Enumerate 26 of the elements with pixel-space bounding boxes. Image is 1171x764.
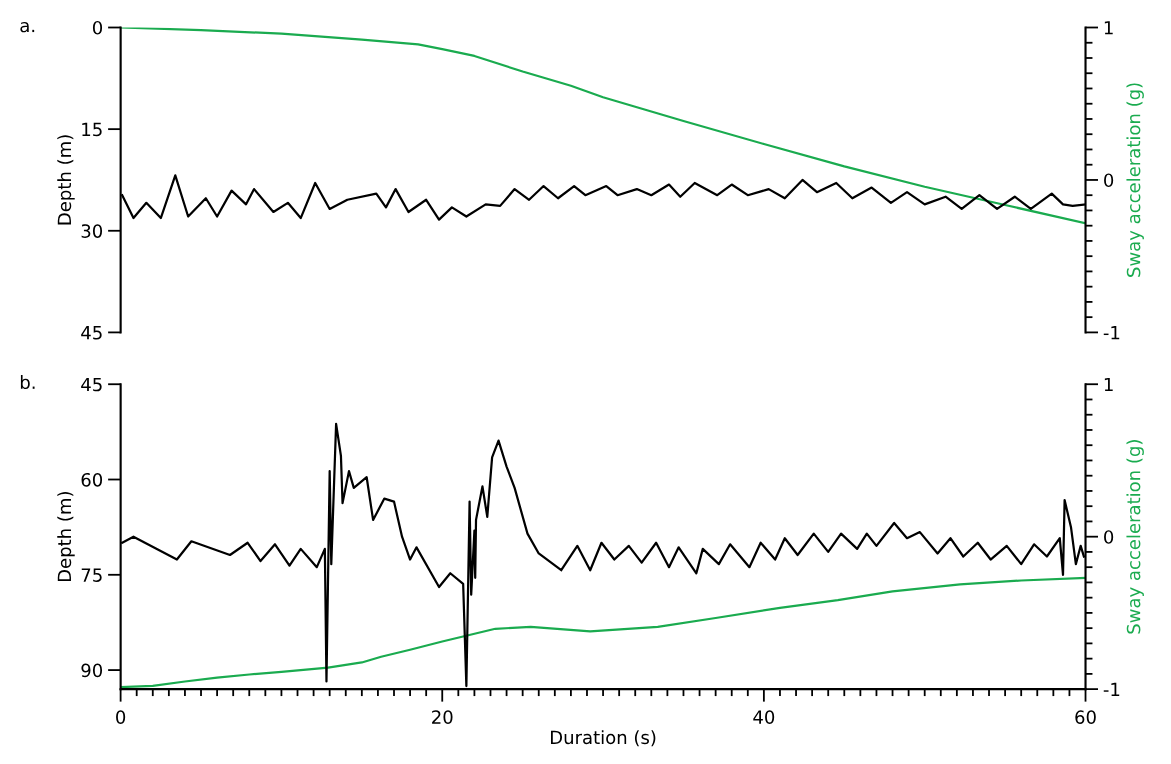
y2-tick-label: -1: [1103, 682, 1120, 696]
y2-tick-label: -1: [1103, 326, 1120, 340]
y-axis-title: Depth (m): [57, 135, 75, 225]
y-tick-label: 30: [81, 224, 103, 238]
y-tick-label: 45: [81, 377, 102, 392]
y2-tick-label: 1: [1104, 21, 1113, 35]
x-tick-label: 20: [432, 710, 453, 724]
x-axis-title: Duration (s): [551, 730, 656, 747]
y-tick-label: 45: [81, 326, 102, 340]
y-tick-label: 0: [92, 20, 103, 35]
y2-tick-label: 1: [1104, 377, 1113, 392]
y2-axis-title: Sway acceleration (g): [1126, 83, 1144, 277]
text: a.: [20, 21, 35, 33]
y2-tick-label: 0: [1104, 530, 1114, 544]
y-tick-label: 60: [81, 472, 103, 487]
y-axis-title: Depth (m): [57, 492, 75, 582]
y2-tick-label: 0: [1104, 173, 1114, 188]
y-tick-label: 90: [81, 663, 103, 678]
y-tick-label: 75: [81, 568, 102, 582]
x-tick-label: 60: [1075, 710, 1096, 724]
x-tick-label: 40: [753, 710, 775, 724]
y-tick-label: 15: [82, 122, 102, 137]
y2-axis-title: Sway acceleration (g): [1126, 440, 1144, 634]
line-series: [120, 27, 1086, 225]
text: b.: [20, 375, 35, 390]
x-tick-label: 0: [116, 710, 126, 724]
